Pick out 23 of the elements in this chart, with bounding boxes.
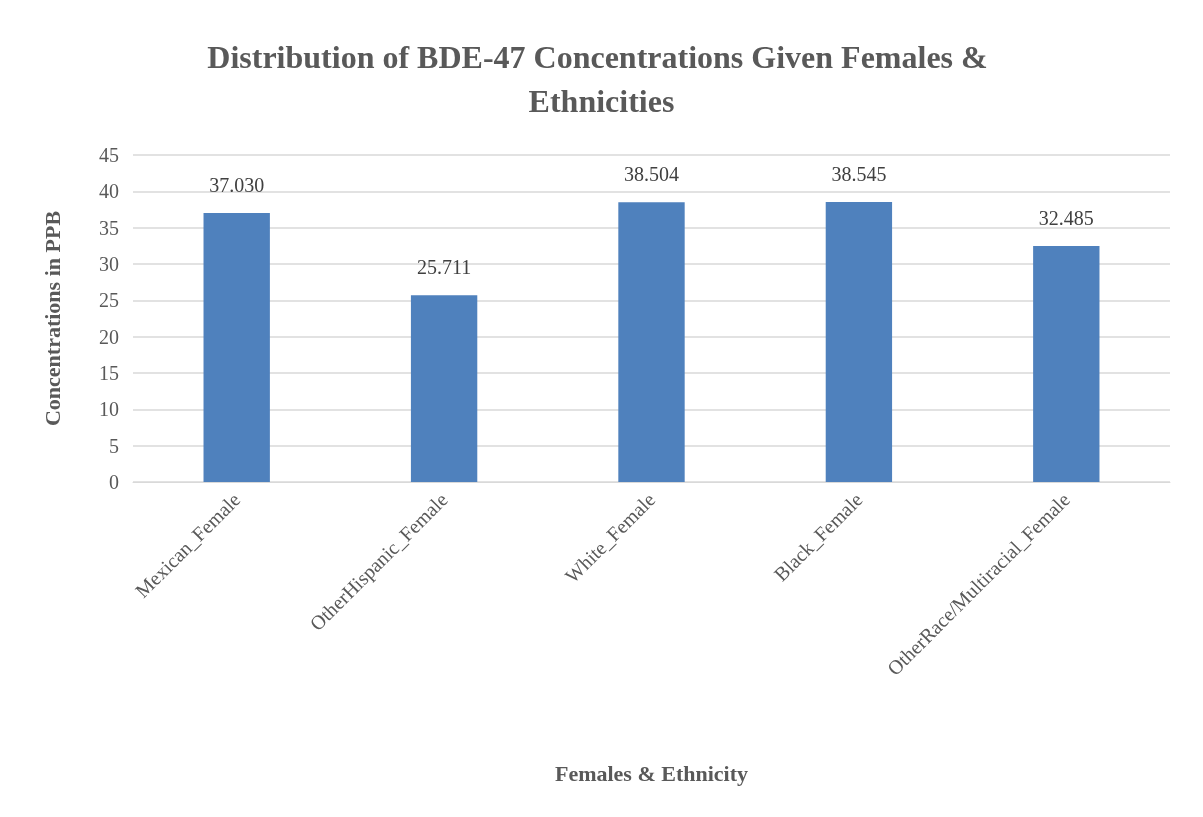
bar bbox=[203, 212, 270, 482]
chart-title: Distribution of BDE-47 Concentrations Given Females & Ethnicities bbox=[207, 39, 996, 119]
y-tick-label: 0 bbox=[109, 471, 119, 493]
bar bbox=[410, 295, 478, 482]
y-tick-label: 40 bbox=[99, 180, 119, 203]
y-tick-label: 20 bbox=[99, 325, 119, 348]
data-label: 32.485 bbox=[1038, 206, 1094, 229]
y-tick-label: 25 bbox=[99, 289, 119, 312]
bar bbox=[1033, 245, 1100, 482]
y-tick-label: 15 bbox=[99, 362, 119, 384]
bar bbox=[825, 201, 893, 482]
y-tick-label: 35 bbox=[99, 216, 119, 239]
data-label: 38.504 bbox=[624, 163, 679, 186]
y-tick-label: 30 bbox=[99, 253, 119, 275]
y-tick-label: 5 bbox=[109, 434, 119, 457]
y-axis-title: Concentrations in PPB bbox=[39, 210, 65, 427]
data-label: 37.030 bbox=[209, 173, 265, 196]
data-label: 38.545 bbox=[831, 162, 887, 185]
y-tick-label: 45 bbox=[99, 144, 119, 166]
x-axis-title: Females & Ethnicity bbox=[554, 760, 749, 786]
y-tick-label: 10 bbox=[99, 398, 119, 421]
bar bbox=[618, 202, 685, 482]
data-label: 25.711 bbox=[416, 256, 472, 279]
